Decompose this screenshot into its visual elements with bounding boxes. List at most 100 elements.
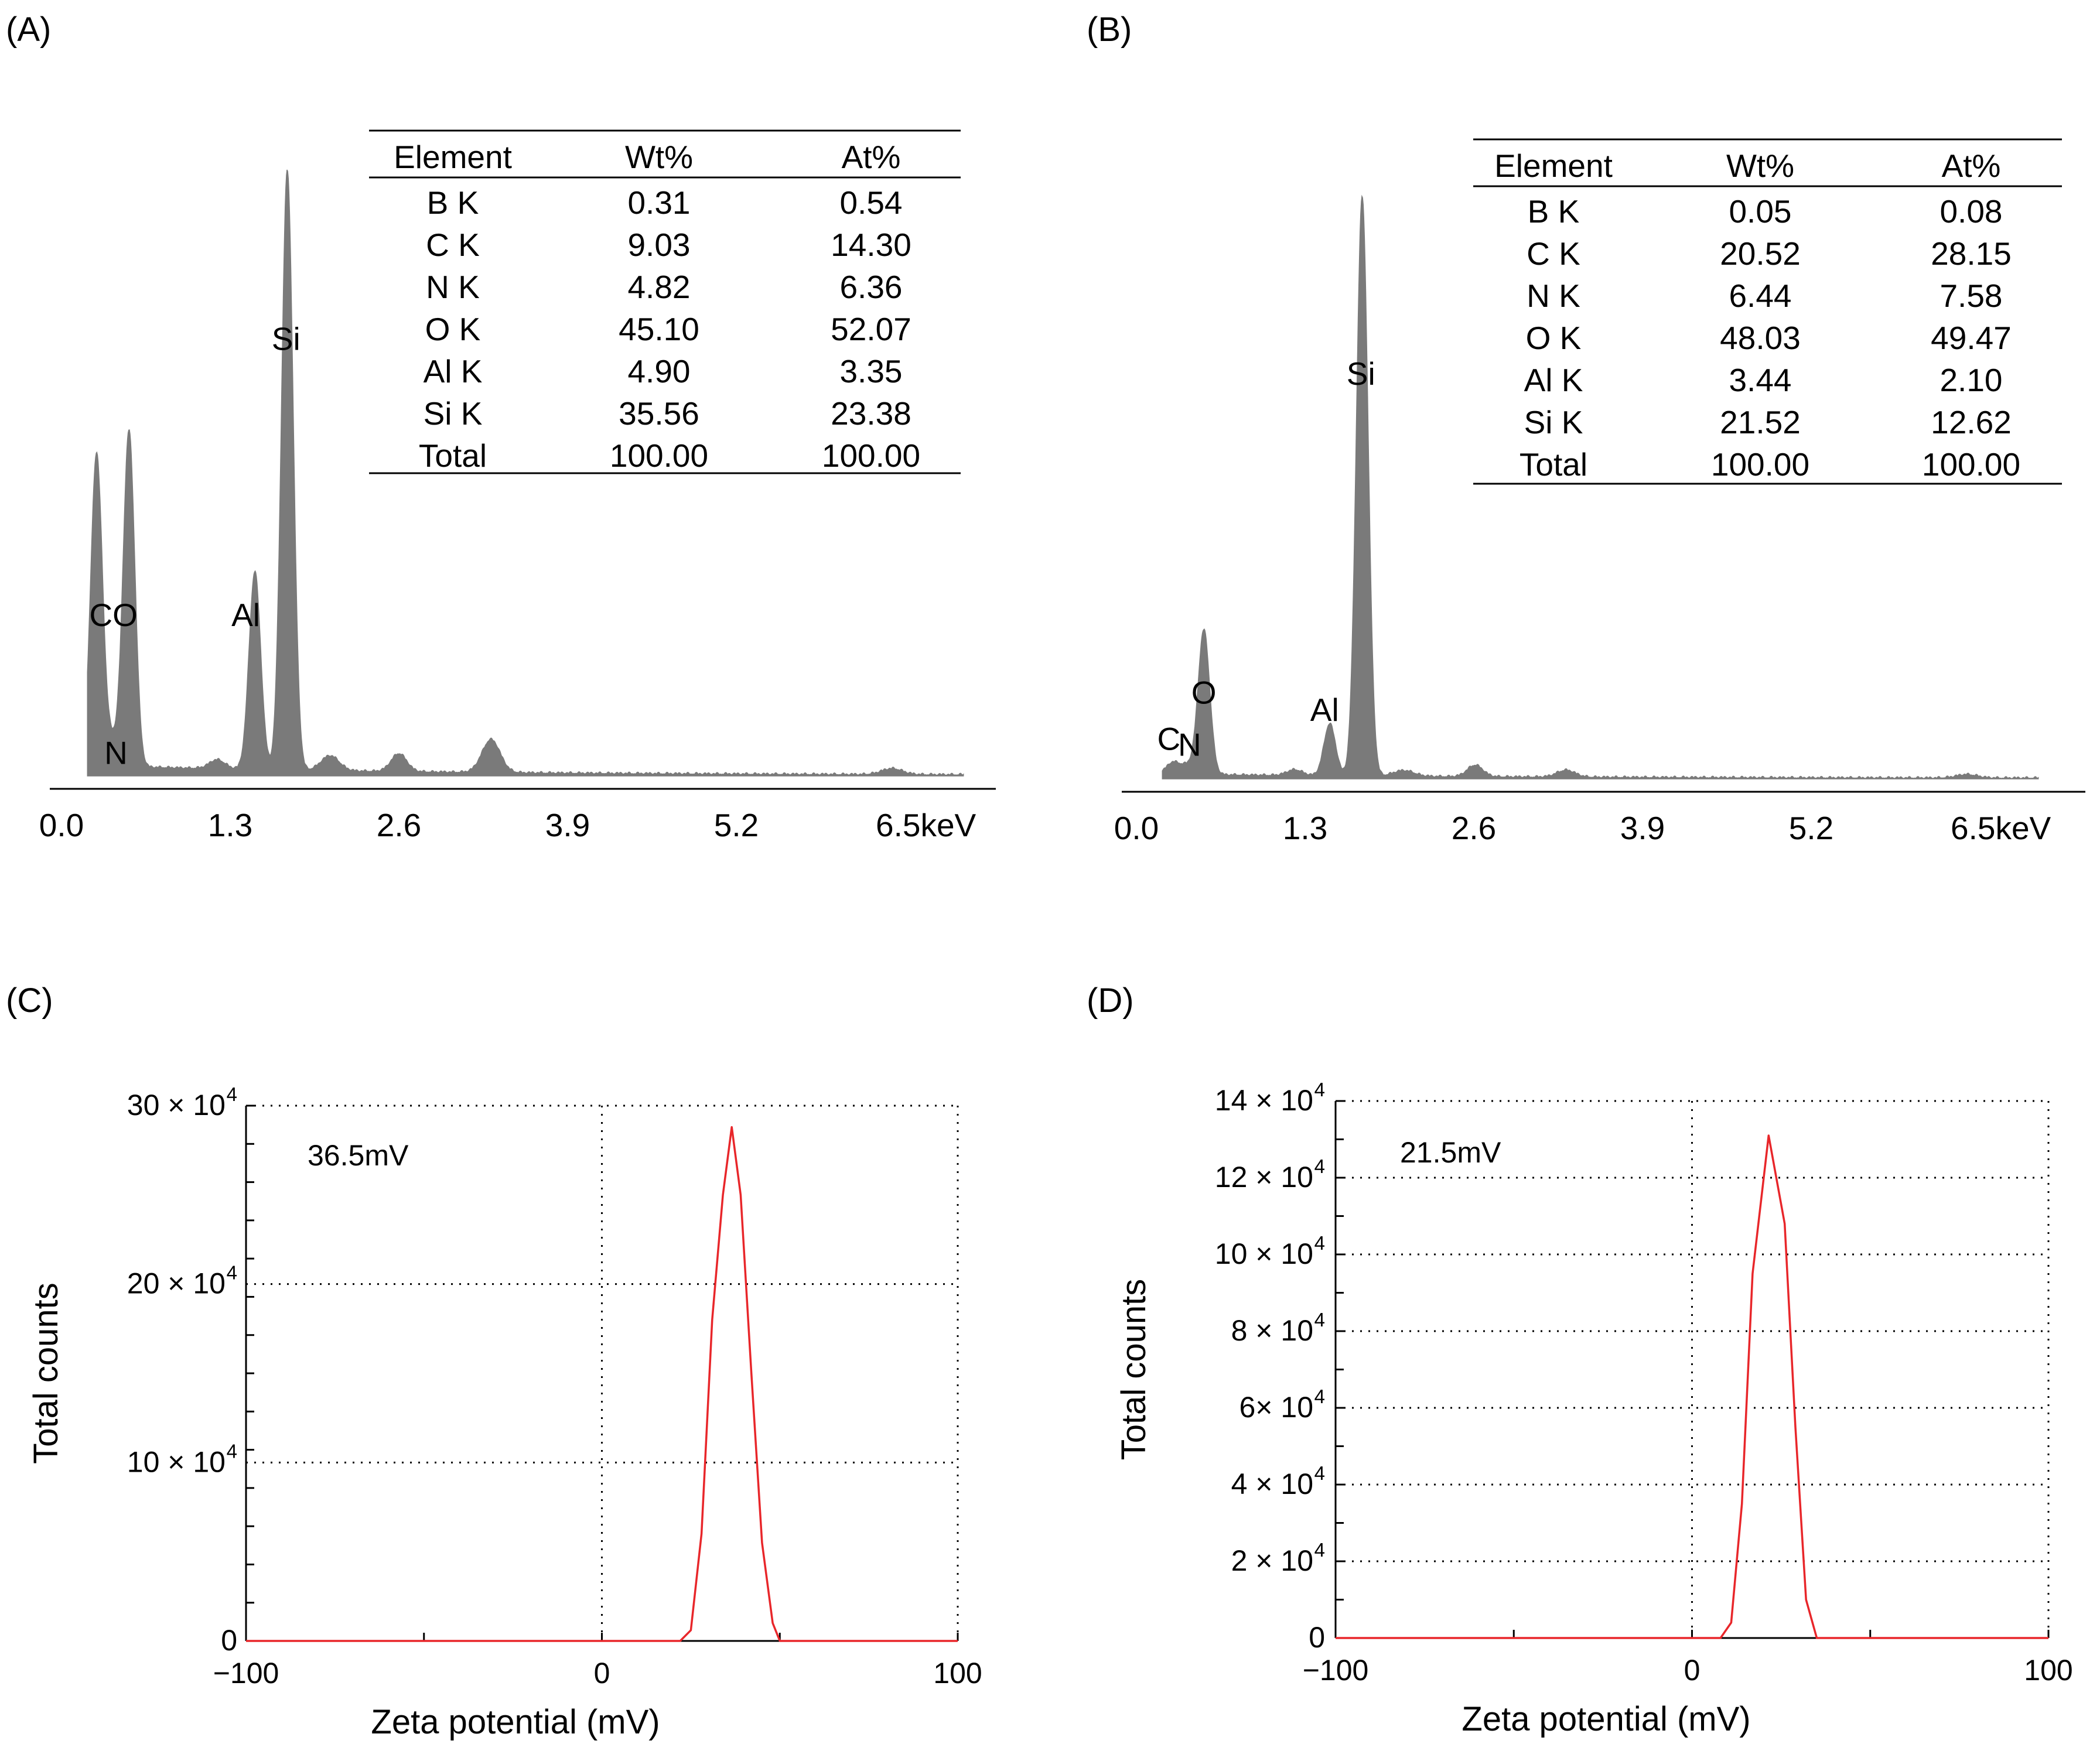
table-cell: 2.10 xyxy=(1939,362,2002,398)
table-cell: 6.36 xyxy=(839,269,902,305)
table-cell: 23.38 xyxy=(831,395,911,432)
peak-label: N xyxy=(1178,726,1201,762)
table-cell: N K xyxy=(1527,278,1580,314)
y-tick-label: 10 × 10 xyxy=(127,1445,226,1478)
y-tick-exponent: 4 xyxy=(227,1262,237,1284)
peak-label: Al xyxy=(1310,692,1339,728)
y-tick-exponent: 4 xyxy=(1314,1079,1325,1100)
table-header: Element xyxy=(394,139,512,175)
composition-table: Element Wt% At% B K 0.05 0.08 C K 20.52 28.15 N K… xyxy=(1473,138,2062,485)
peak-annotation: 21.5mV xyxy=(1400,1136,1501,1169)
table-cell: 7.58 xyxy=(1939,278,2002,314)
x-tick-label: 0 xyxy=(594,1657,610,1690)
table-cell: 28.15 xyxy=(1931,235,2012,272)
y-tick-exponent: 4 xyxy=(1314,1462,1325,1484)
table-cell: 0.05 xyxy=(1729,193,1791,230)
table-cell: O K xyxy=(425,311,481,347)
table-cell: N K xyxy=(426,269,480,305)
y-tick-label: 0 xyxy=(221,1624,237,1657)
eds-panel-b: (B) 0.0 1.3 2.6 3.9 5.2 6.5keV OCN Al Si Element Wt… xyxy=(1087,11,2085,846)
zeta-panel-c: (C)010 × 10 420 × 10 430 × 10 4−100 0 100Zeta… xyxy=(6,982,982,1741)
y-tick-exponent: 4 xyxy=(1314,1232,1325,1254)
peak-label: Al xyxy=(231,597,260,633)
peak-label: N xyxy=(104,735,128,771)
y-tick-label: 14 × 10 xyxy=(1215,1084,1313,1117)
table-cell: 4.90 xyxy=(627,353,690,389)
x-tick-label: 100 xyxy=(933,1657,982,1690)
y-tick-exponent: 4 xyxy=(227,1083,237,1105)
table-cell: 14.30 xyxy=(831,227,911,263)
table-cell: 0.31 xyxy=(627,184,690,221)
y-tick-exponent: 4 xyxy=(1314,1386,1325,1407)
table-cell: O K xyxy=(1526,320,1582,356)
peak-annotation: 36.5mV xyxy=(308,1139,409,1172)
table-cell: Total xyxy=(419,437,487,474)
table-cell: 0.08 xyxy=(1939,193,2002,230)
table-header: At% xyxy=(842,139,901,175)
panel-label: (D) xyxy=(1087,982,1134,1020)
table-cell: 20.52 xyxy=(1720,235,1801,272)
x-tick-label: 5.2 xyxy=(714,807,759,843)
table-cell: 49.47 xyxy=(1931,320,2012,356)
x-tick-label: 2.6 xyxy=(377,807,421,843)
table-cell: 100.00 xyxy=(822,437,920,474)
peak-label: O xyxy=(1191,674,1217,710)
y-tick-label: 10 × 10 xyxy=(1215,1237,1313,1270)
table-cell: Si K xyxy=(1524,404,1583,440)
table-cell: 12.62 xyxy=(1931,404,2012,440)
spectrum-area xyxy=(1162,194,2039,779)
y-tick-label: 4 × 10 xyxy=(1231,1468,1313,1500)
peak-label: Si xyxy=(272,320,301,357)
table-cell: 48.03 xyxy=(1720,320,1801,356)
x-tick-label: 1.3 xyxy=(208,807,252,843)
table-cell: C K xyxy=(1527,235,1580,272)
x-axis-title: Zeta potential (mV) xyxy=(371,1703,660,1741)
table-cell: 6.44 xyxy=(1729,278,1791,314)
peak-label: Si xyxy=(1347,355,1375,392)
table-cell: B K xyxy=(1528,193,1580,230)
table-cell: 3.44 xyxy=(1729,362,1791,398)
x-tick-label: 100 xyxy=(2024,1654,2072,1687)
y-tick-label: 12 × 10 xyxy=(1215,1161,1313,1194)
x-tick-label: 2.6 xyxy=(1452,810,1496,846)
table-cell: 100.00 xyxy=(1922,446,2020,483)
x-tick-label: 3.9 xyxy=(1620,810,1665,846)
y-tick-label: 2 × 10 xyxy=(1231,1544,1313,1577)
y-tick-label: 20 × 10 xyxy=(127,1267,226,1300)
peak-label: CO xyxy=(89,597,138,633)
table-cell: 4.82 xyxy=(627,269,690,305)
composition-table: Element Wt% At% B K 0.31 0.54 C K 9.03 14.30 N K 4… xyxy=(369,129,961,474)
y-axis-title: Total counts xyxy=(1115,1279,1153,1461)
table-cell: Si K xyxy=(424,395,483,432)
zeta-distribution-line xyxy=(246,1126,958,1642)
table-cell: 45.10 xyxy=(619,311,699,347)
zeta-panel-d: (D)02 × 10 44 × 10 46× 10 48 × 10 410 × 10 41… xyxy=(1087,982,2073,1738)
table-header: At% xyxy=(1942,148,2001,184)
x-tick-label: 6.5keV xyxy=(876,807,976,843)
panel-label: (A) xyxy=(6,11,51,49)
table-cell: 9.03 xyxy=(627,227,690,263)
x-tick-label: 5.2 xyxy=(1789,810,1833,846)
y-tick-label: 8 × 10 xyxy=(1231,1314,1313,1347)
table-header: Wt% xyxy=(1726,148,1794,184)
y-tick-label: 6× 10 xyxy=(1239,1391,1313,1424)
table-cell: 100.00 xyxy=(610,437,708,474)
x-tick-label: 1.3 xyxy=(1283,810,1327,846)
table-cell: 0.54 xyxy=(839,184,902,221)
table-cell: 35.56 xyxy=(619,395,699,432)
y-tick-exponent: 4 xyxy=(227,1440,237,1462)
y-axis-title: Total counts xyxy=(27,1283,65,1464)
table-cell: Al K xyxy=(1524,362,1583,398)
table-header: Element xyxy=(1494,148,1613,184)
table-cell: 100.00 xyxy=(1711,446,1809,483)
table-cell: Al K xyxy=(424,353,483,389)
table-cell: B K xyxy=(427,184,479,221)
x-tick-label: 0 xyxy=(1684,1654,1701,1687)
zeta-distribution-line xyxy=(1336,1134,2048,1639)
y-tick-exponent: 4 xyxy=(1314,1309,1325,1331)
y-tick-label: 30 × 10 xyxy=(127,1089,226,1121)
y-tick-exponent: 4 xyxy=(1314,1539,1325,1561)
x-tick-label: 6.5keV xyxy=(1951,810,2051,846)
spectrum-area xyxy=(87,169,964,777)
